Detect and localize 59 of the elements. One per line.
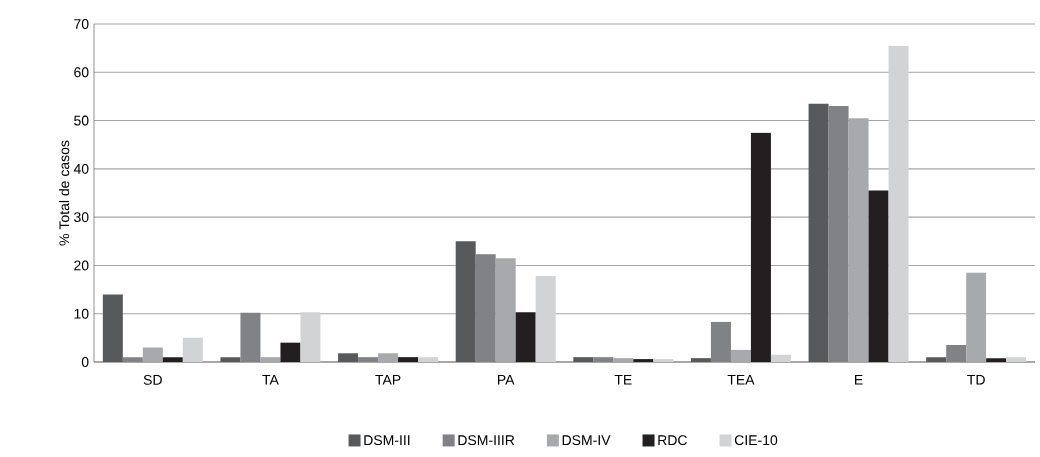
bar (730, 349, 751, 362)
x-tick-label: TD (967, 374, 985, 385)
bar (240, 312, 261, 362)
bar (535, 276, 556, 362)
x-tick-label: TE (614, 374, 632, 385)
bar (418, 357, 439, 362)
bar (1006, 357, 1027, 362)
x-tick-label: SD (143, 374, 162, 385)
bar (593, 357, 614, 362)
y-axis-title: % Total de casos (58, 140, 70, 246)
bar (926, 357, 947, 362)
bar (946, 345, 967, 362)
bar (828, 106, 849, 362)
bar (182, 337, 203, 362)
bar (613, 358, 634, 362)
bar (633, 359, 654, 362)
legend-label: CIE-10 (734, 435, 778, 446)
bar (162, 357, 183, 362)
legend-label: DSM-IV (562, 435, 611, 446)
bar (475, 254, 496, 362)
legend-label: DSM-III (364, 435, 410, 446)
x-tick-label: PA (498, 374, 515, 385)
y-tick-label: 50 (74, 115, 89, 126)
bar (986, 358, 1007, 362)
bar (573, 357, 594, 362)
bar (260, 357, 281, 362)
bar (398, 357, 419, 362)
bar (808, 103, 829, 362)
x-tick-label: TAP (375, 374, 401, 385)
bar (710, 321, 731, 362)
bar (750, 132, 771, 362)
bar (868, 190, 889, 362)
y-tick-label: 20 (74, 260, 89, 271)
bar (378, 353, 399, 362)
bar (653, 359, 674, 362)
y-tick-label: 40 (73, 163, 89, 174)
bar (102, 294, 123, 362)
legend-label: DSM-IIIR (458, 435, 515, 446)
x-tick-label: E (855, 374, 863, 385)
x-tick-label: TEA (727, 374, 755, 385)
y-tick-label: 70 (74, 19, 89, 29)
bar (358, 357, 379, 362)
bar (122, 357, 143, 362)
bar (338, 353, 359, 362)
legend-label: RDC (658, 435, 687, 446)
bar (770, 354, 791, 362)
bar (142, 347, 163, 362)
bar (690, 358, 711, 362)
bar (888, 45, 909, 362)
bar (515, 312, 536, 362)
bar (455, 241, 476, 362)
y-tick-label: 30 (74, 212, 89, 223)
bar (300, 312, 321, 362)
y-tick-label: 60 (74, 67, 89, 78)
bar (280, 342, 301, 362)
bar (220, 357, 241, 362)
y-tick-label: 0 (81, 357, 89, 367)
x-tick-label: TA (262, 374, 279, 385)
y-tick-label: 10 (74, 308, 89, 319)
